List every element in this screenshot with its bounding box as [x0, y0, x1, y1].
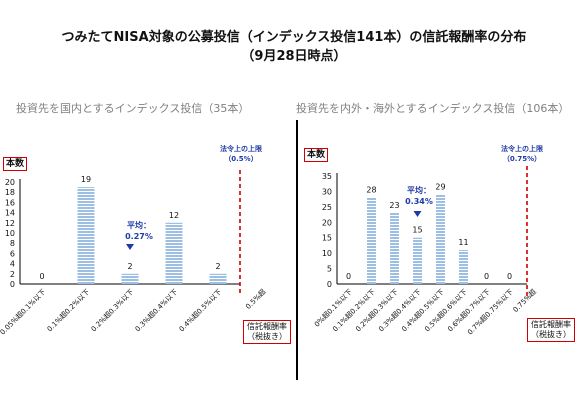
right-y-tick-label: 0 [327, 280, 332, 289]
left-x-axis-label: 信託報酬率 （税抜き） [243, 320, 291, 344]
right-average-marker [413, 211, 422, 217]
right-data-label: 0 [507, 272, 512, 281]
right-category-label: 0.4%超0.5%以下 [400, 287, 446, 333]
right-bar [413, 237, 422, 284]
right-category-label: 0.2%超0.3%以下 [354, 287, 400, 333]
left-average-marker [126, 244, 134, 250]
right-bar [459, 250, 468, 284]
right-category-label: 0.1%超0.2%以下 [331, 287, 377, 333]
right-chart-subtitle: 投資先を内外・海外とするインデックス投信（106本） [296, 102, 570, 115]
chart-title-line2: （9月28日時点） [241, 49, 347, 64]
right-y-tick-label: 10 [322, 249, 332, 258]
right-average-label: 平均： [407, 186, 431, 195]
right-data-label: 11 [458, 238, 468, 247]
right-y-axis-label: 本数 [304, 148, 329, 162]
right-data-label: 0 [484, 272, 489, 281]
left-y-tick-label: 10 [5, 229, 15, 238]
left-data-label: 12 [169, 211, 179, 220]
right-category-label: 0.5%超0.6%以下 [423, 287, 469, 333]
left-data-label: 2 [215, 262, 220, 271]
left-y-tick-label: 8 [10, 239, 15, 248]
right-y-tick-label: 5 [327, 265, 332, 274]
right-average-annotation: 平均： 0.34% [396, 185, 442, 207]
right-x-axis-label: 信託報酬率 （税抜き） [527, 318, 575, 342]
right-x-axis-label-line1: 信託報酬率 [531, 320, 571, 329]
left-y-tick-label: 18 [5, 188, 15, 197]
left-average-value: 0.27% [125, 232, 153, 241]
chart-divider [296, 120, 298, 380]
right-y-tick-label: 30 [322, 187, 332, 196]
right-category-label: 0.3%超0.4%以下 [377, 287, 423, 333]
chart-title-line1: つみたてNISA対象の公募投信（インデックス投信141本）の信託報酬率の分布 [61, 30, 527, 45]
right-average-value: 0.34% [405, 197, 433, 206]
left-data-label: 2 [127, 262, 132, 271]
left-legal-limit-line1: 法令上の上限 [220, 145, 262, 153]
right-bar [436, 194, 445, 284]
left-bar [209, 273, 227, 284]
left-data-label: 19 [81, 175, 91, 184]
right-x-axis-label-line2: （税抜き） [531, 330, 571, 339]
right-bar [390, 213, 399, 284]
right-y-tick-label: 15 [322, 234, 332, 243]
right-bar [367, 197, 376, 284]
left-y-tick-label: 12 [5, 219, 15, 228]
left-legal-limit-label: 法令上の上限 （0.5%） [211, 144, 271, 164]
left-average-label: 平均： [127, 221, 151, 230]
left-bar [121, 273, 139, 284]
left-y-tick-label: 14 [5, 209, 15, 218]
right-legal-limit-label: 法令上の上限 （0.75%） [492, 144, 552, 164]
left-y-tick-label: 16 [5, 198, 15, 207]
left-bar [77, 187, 95, 284]
left-legal-limit-line2: （0.5%） [224, 155, 258, 163]
left-y-tick-label: 4 [10, 260, 15, 269]
right-category-label: 0.6%超0.7%以下 [446, 287, 492, 333]
right-data-label: 29 [435, 183, 445, 192]
left-average-annotation: 平均： 0.27% [116, 220, 162, 242]
right-data-label: 15 [412, 226, 422, 235]
left-y-axis-label: 本数 [3, 157, 28, 171]
left-y-tick-label: 6 [10, 249, 15, 258]
left-x-axis-label-line2: （税抜き） [247, 332, 287, 341]
right-data-label: 23 [389, 201, 399, 210]
left-y-tick-label: 2 [10, 270, 15, 279]
left-data-label: 0 [39, 272, 44, 281]
left-y-tick-label: 20 [5, 178, 15, 187]
right-y-tick-label: 35 [322, 172, 332, 181]
right-data-label: 0 [346, 272, 351, 281]
right-data-label: 28 [366, 186, 376, 195]
right-legal-limit-line1: 法令上の上限 [501, 145, 543, 153]
right-limit-tick-label: 0.75%超 [511, 287, 538, 314]
left-y-tick-label: 0 [10, 280, 15, 289]
right-y-tick-label: 25 [322, 203, 332, 212]
left-chart-subtitle: 投資先を国内とするインデックス投信（35本） [16, 102, 250, 115]
left-x-axis-label-line1: 信託報酬率 [247, 322, 287, 331]
right-legal-limit-line2: （0.75%） [502, 155, 542, 163]
left-bar [165, 222, 183, 284]
right-y-tick-label: 20 [322, 218, 332, 227]
